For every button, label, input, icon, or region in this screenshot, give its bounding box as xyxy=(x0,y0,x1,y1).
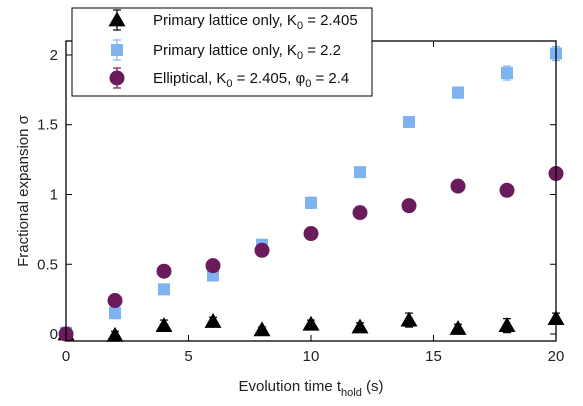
legend-entry-2-sub: 0 xyxy=(226,78,232,90)
x-tick-label: 5 xyxy=(184,348,192,365)
legend-entry-1-value: = 2.2 xyxy=(303,42,341,59)
data-point xyxy=(156,263,172,279)
data-point xyxy=(450,178,466,194)
data-point xyxy=(354,166,366,179)
legend-entry-2-text: Elliptical, K xyxy=(153,70,226,87)
data-point xyxy=(351,318,369,334)
data-point xyxy=(253,321,271,337)
x-axis-label-main: Evolution time t xyxy=(238,378,341,395)
legend-entry-2: Elliptical, K0 = 2.405, φ0 = 2.4 xyxy=(153,70,349,90)
x-tick-label: 10 xyxy=(303,348,320,365)
legend-entry-0: Primary lattice only, K0 = 2.405 xyxy=(153,12,358,32)
legend-entry-0-sub: 0 xyxy=(297,20,303,32)
legend-markers xyxy=(108,9,126,89)
legend-entry-2-mid: = 2.405, φ xyxy=(232,70,305,87)
data-point xyxy=(302,315,320,331)
data-point xyxy=(107,293,123,309)
data-point xyxy=(501,67,513,80)
data-point xyxy=(106,326,124,342)
y-axis-label: Fractional expansion σ xyxy=(15,114,32,267)
x-axis-label-subscript: hold xyxy=(341,387,362,399)
data-point xyxy=(303,226,319,242)
data-point xyxy=(204,312,222,328)
data-point xyxy=(305,196,317,209)
legend-entry-2-value: = 2.4 xyxy=(311,70,349,87)
data-point xyxy=(498,317,516,333)
legend-entry-2-sub2: 0 xyxy=(305,78,311,90)
y-tick-label: 0.5 xyxy=(37,256,58,273)
data-point xyxy=(205,258,221,274)
data-point xyxy=(449,319,467,335)
x-axis-label-unit: (s) xyxy=(362,378,384,395)
data-marks xyxy=(57,45,565,342)
x-axis-label: Evolution time thold (s) xyxy=(238,378,383,399)
data-point xyxy=(254,242,270,258)
legend: Primary lattice only, K0 = 2.405 Primary… xyxy=(71,7,373,97)
data-point xyxy=(499,182,515,198)
data-point xyxy=(155,317,173,333)
y-tick-label: 1.5 xyxy=(37,117,58,134)
x-tick-label: 0 xyxy=(62,348,70,365)
x-tick-label: 20 xyxy=(548,348,565,365)
y-tick-label: 0 xyxy=(50,326,58,343)
legend-marker-1 xyxy=(111,44,123,56)
legend-entry-1-text: Primary lattice only, K xyxy=(153,42,297,59)
y-tick-label: 2 xyxy=(50,47,58,64)
data-point xyxy=(352,205,368,221)
tick-group: 0 5 10 15 20 0 0.5 1 1.5 2 xyxy=(37,41,564,365)
legend-entry-0-text: Primary lattice only, K xyxy=(153,12,297,29)
data-point xyxy=(400,311,418,327)
data-point xyxy=(403,115,415,128)
data-point xyxy=(452,86,464,99)
data-point xyxy=(401,198,417,214)
y-tick-label: 1 xyxy=(50,186,58,203)
legend-entry-1-sub: 0 xyxy=(297,50,303,62)
legend-entry-0-value: = 2.405 xyxy=(303,12,358,29)
data-point xyxy=(109,307,121,320)
legend-marker-2 xyxy=(109,70,125,86)
legend-marker-0 xyxy=(108,11,126,27)
data-point xyxy=(158,283,170,296)
legend-entry-1: Primary lattice only, K0 = 2.2 xyxy=(153,42,341,62)
x-tick-label: 15 xyxy=(425,348,442,365)
